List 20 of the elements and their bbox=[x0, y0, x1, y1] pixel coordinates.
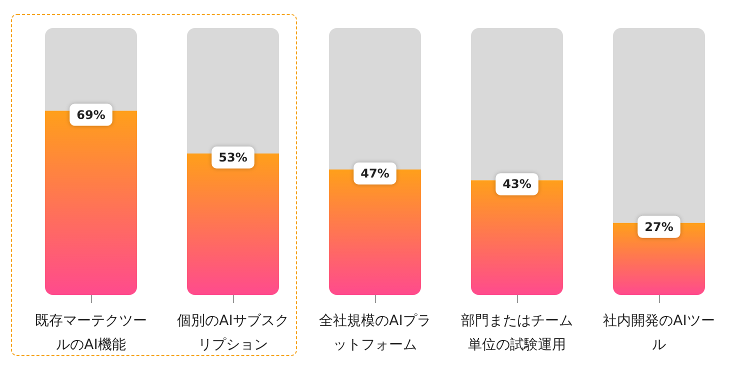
data-label: 27% bbox=[644, 220, 674, 234]
bar bbox=[187, 153, 279, 295]
x-tick-label: 全社規模のAIプラットフォーム bbox=[319, 313, 431, 353]
bar bbox=[187, 28, 279, 154]
data-label: 47% bbox=[360, 166, 390, 181]
bar bbox=[613, 28, 705, 223]
bar bbox=[471, 28, 563, 180]
x-tick-label: 既存マーテクツールのAI機能 bbox=[35, 313, 147, 353]
bar bbox=[329, 170, 421, 295]
bar bbox=[471, 180, 563, 295]
x-tick-label: 部門またはチーム単位の試験運用 bbox=[461, 313, 573, 353]
bar bbox=[45, 28, 137, 111]
data-label: 43% bbox=[502, 177, 532, 192]
x-tick-label: 社内開発のAIツール bbox=[603, 313, 715, 353]
bar bbox=[45, 110, 137, 295]
data-label: 69% bbox=[76, 108, 106, 122]
x-tick-label: 個別のAIサブスクリプション bbox=[177, 313, 289, 353]
bar bbox=[329, 28, 421, 170]
bar bbox=[613, 222, 705, 295]
data-label: 53% bbox=[218, 150, 248, 164]
